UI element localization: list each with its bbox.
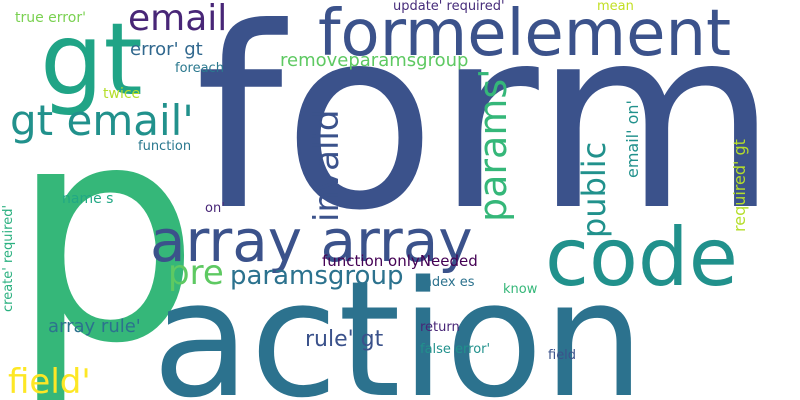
word-email-on: email' on'	[623, 100, 642, 178]
word-return: return	[420, 320, 460, 335]
word-name-s: name s	[62, 191, 114, 207]
word-true-error: true error'	[15, 10, 86, 26]
word-field-big: field'	[8, 362, 91, 400]
word-pre: pre	[168, 253, 224, 293]
word-params: params'	[471, 68, 515, 222]
word-know: know	[503, 282, 538, 297]
word-mean: mean	[597, 0, 634, 14]
word-code: code	[545, 211, 738, 304]
word-gt-email: gt email'	[10, 96, 194, 145]
word-paramsgroup: paramsgroup	[230, 261, 404, 291]
word-on: on'	[205, 201, 225, 216]
word-gt: gt	[40, 1, 143, 118]
word-p: p	[10, 60, 201, 400]
word-invalid: invalid	[307, 109, 347, 222]
word-create-required: create' required'	[1, 204, 16, 312]
word-action: action	[152, 246, 645, 400]
word-false-error: false error'	[420, 342, 491, 357]
word-function-onlyneeded: function onlyNeeded	[322, 252, 478, 270]
word-twice: twice	[103, 86, 141, 102]
word-foreach: foreach	[175, 61, 224, 76]
word-function: function	[138, 139, 192, 154]
word-array-rule: array rule'	[48, 316, 141, 337]
word-formelement: formelement	[318, 0, 732, 71]
word-form: form	[195, 0, 778, 265]
word-update-required: update' required'	[393, 0, 505, 14]
word-array-array: array array	[150, 207, 473, 275]
word-required-gt: required' gt	[730, 139, 749, 232]
word-error-gt: error' gt	[130, 39, 203, 60]
word-public: public	[575, 141, 613, 238]
word-email: email	[128, 0, 228, 39]
word-rule-gt: rule' gt	[305, 327, 384, 352]
word-index-es: index es	[420, 275, 475, 290]
word-field-small: field	[548, 348, 577, 363]
word-removeparamsgroup: removeparamsgroup	[280, 50, 469, 71]
